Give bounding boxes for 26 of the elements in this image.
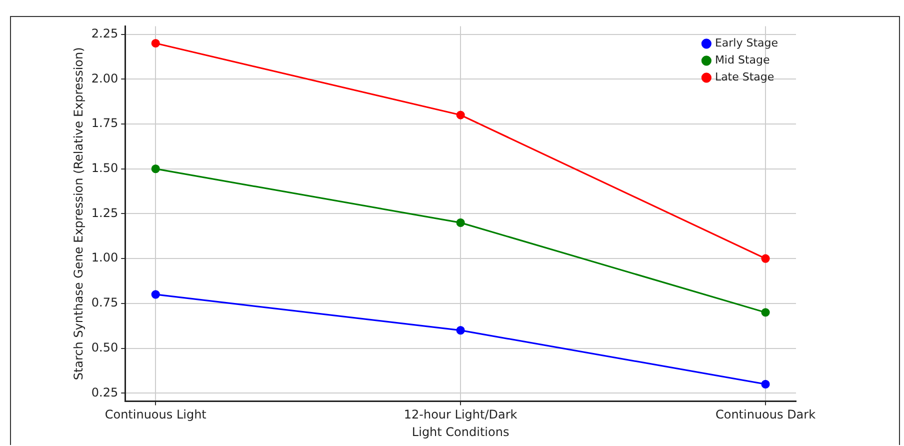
y-tick-label: 1.75 bbox=[91, 116, 118, 130]
point bbox=[761, 380, 770, 388]
legend-label: Early Stage bbox=[714, 36, 778, 50]
point bbox=[456, 326, 465, 335]
y-tick-label: 1.50 bbox=[91, 160, 118, 175]
y-tick-label: 0.50 bbox=[91, 340, 118, 354]
y-tick-label: 1.00 bbox=[91, 250, 118, 265]
point bbox=[761, 254, 770, 263]
point bbox=[151, 290, 160, 299]
point bbox=[456, 218, 465, 227]
x-tick-label: Continuous Dark bbox=[715, 408, 816, 422]
point bbox=[456, 110, 465, 120]
legend-label: Mid Stage bbox=[714, 54, 770, 67]
y-axis-title: Starch Synthase Gene Expression (Relative Expression) bbox=[71, 47, 86, 380]
point bbox=[761, 308, 770, 317]
y-tick-label: 2.00 bbox=[91, 71, 118, 86]
x-tick-label: 12-hour Light/Dark bbox=[404, 408, 518, 422]
x-axis-title: Light Conditions bbox=[412, 424, 510, 439]
legend-label: Late Stage bbox=[714, 70, 774, 84]
y-tick-label: 0.75 bbox=[91, 296, 118, 310]
point bbox=[151, 38, 160, 48]
y-tick-label: 0.25 bbox=[91, 385, 118, 400]
y-tick-label: 2.25 bbox=[91, 26, 118, 40]
y-tick-label: 1.25 bbox=[91, 206, 118, 220]
x-tick-label: Continuous Light bbox=[104, 408, 207, 422]
point bbox=[151, 164, 160, 174]
